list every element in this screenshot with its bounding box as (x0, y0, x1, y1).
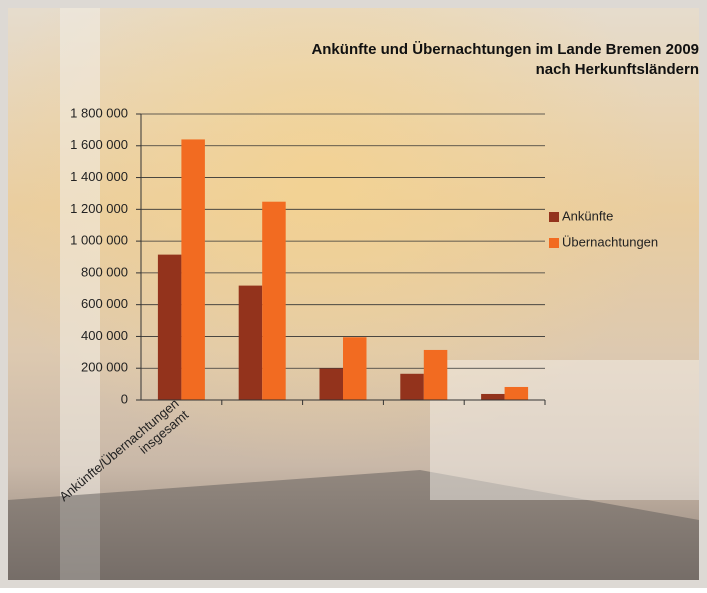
bar (319, 368, 343, 400)
y-tick-label: 800 000 (81, 264, 128, 279)
bar (181, 139, 205, 400)
y-tick-label: 1 800 000 (70, 105, 128, 120)
bar (423, 349, 448, 400)
legend-label: Ankünfte (562, 208, 613, 223)
legend-label: Übernachtungen (562, 234, 658, 249)
bar (343, 337, 367, 400)
background-bed (430, 360, 699, 500)
legend-swatch (549, 238, 559, 248)
bar (400, 373, 424, 400)
chart-title: Ankünfte und Übernachtungen im Lande Bre… (311, 41, 699, 58)
y-tick-label: 400 000 (81, 328, 128, 343)
bar (504, 386, 529, 400)
bar (157, 254, 182, 400)
y-tick-label: 200 000 (81, 360, 128, 375)
y-tick-label: 0 (121, 391, 128, 406)
y-tick-label: 1 200 000 (70, 201, 128, 216)
bar (481, 393, 505, 400)
background-post (60, 8, 100, 580)
y-tick-label: 1 400 000 (70, 169, 128, 184)
y-tick-label: 1 000 000 (70, 233, 128, 248)
bar (238, 285, 263, 400)
chart-title: nach Herkunftsländern (536, 61, 699, 78)
y-tick-label: 600 000 (81, 296, 128, 311)
y-tick-label: 1 600 000 (70, 137, 128, 152)
legend-swatch (549, 212, 559, 222)
bar (262, 201, 286, 400)
